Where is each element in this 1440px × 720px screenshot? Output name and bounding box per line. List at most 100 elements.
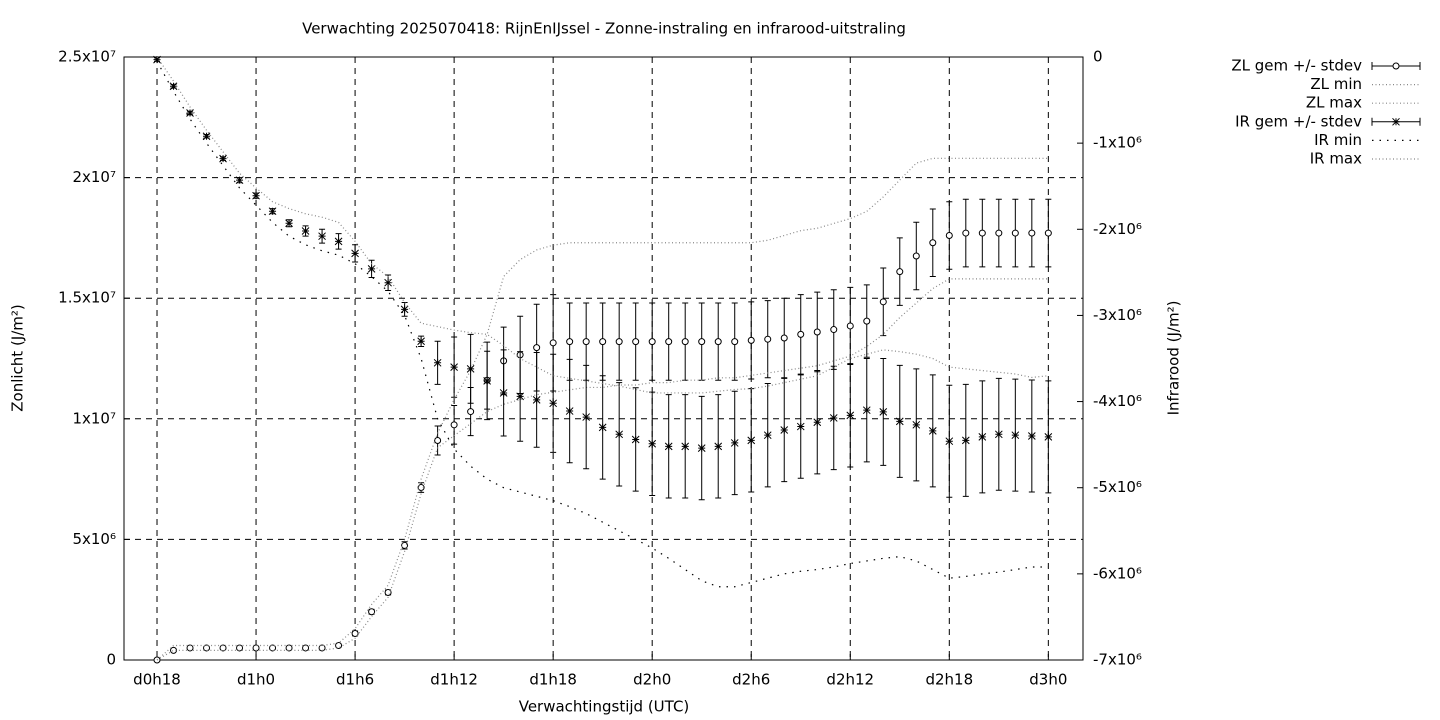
point <box>582 338 590 346</box>
point <box>813 328 821 336</box>
point <box>895 417 904 426</box>
point <box>995 229 1003 237</box>
point <box>549 399 558 408</box>
range-line <box>156 56 1049 394</box>
y-tick-label: 1.5x10⁷ <box>58 289 116 307</box>
point <box>780 334 788 342</box>
point <box>450 363 458 371</box>
point <box>945 437 954 446</box>
legend-label: IR max <box>1310 150 1362 168</box>
point <box>450 421 458 429</box>
point <box>731 338 739 346</box>
x-tick-label: d2h12 <box>826 671 874 689</box>
y2-tick-label: -1x10⁶ <box>1093 134 1142 152</box>
point <box>698 338 706 346</box>
point <box>417 337 425 346</box>
y-axis-label: Zonlicht (J/m²) <box>9 304 27 412</box>
x-tick-label: d1h0 <box>237 671 275 689</box>
point <box>615 430 624 439</box>
range-line <box>156 278 1049 661</box>
point <box>400 305 409 314</box>
point <box>599 338 607 346</box>
point <box>665 338 673 346</box>
point <box>1011 229 1019 237</box>
point <box>796 422 805 431</box>
point <box>384 278 392 287</box>
point <box>367 265 376 273</box>
point <box>268 207 277 216</box>
point <box>945 231 953 239</box>
y-tick-label: 0 <box>106 651 116 669</box>
y2-tick-label: -3x10⁶ <box>1093 306 1142 324</box>
point <box>1028 229 1036 237</box>
point <box>219 644 227 652</box>
point <box>235 176 244 185</box>
x-tick-label: d2h18 <box>925 671 973 689</box>
point <box>318 232 326 241</box>
y2-tick-label: -6x10⁶ <box>1093 564 1142 582</box>
point <box>714 442 723 451</box>
point <box>929 239 937 247</box>
point <box>483 377 491 385</box>
point <box>730 439 739 447</box>
point <box>434 437 442 445</box>
point <box>632 338 640 346</box>
y2-tick-label: 0 <box>1093 48 1103 66</box>
point <box>318 644 326 652</box>
y2-tick-label: -4x10⁶ <box>1093 392 1142 410</box>
point <box>830 326 838 334</box>
point <box>714 338 722 346</box>
point <box>582 413 591 421</box>
point <box>516 392 524 401</box>
x-axis-label: Verwachtingstijd (UTC) <box>519 698 690 716</box>
point <box>631 435 640 444</box>
point <box>433 358 442 367</box>
point <box>1392 62 1400 70</box>
point <box>466 364 475 373</box>
point <box>615 338 623 346</box>
point <box>533 344 541 352</box>
point <box>1044 229 1052 237</box>
range-line <box>156 61 1049 588</box>
x-tick-label: d1h12 <box>430 671 478 689</box>
point <box>747 336 755 344</box>
y2-tick-label: -5x10⁶ <box>1093 478 1142 496</box>
point <box>351 249 359 258</box>
point <box>565 407 574 415</box>
y2-axis-label: Infrarood (J/m²) <box>1165 301 1183 416</box>
point <box>961 436 970 445</box>
y-tick-label: 5x10⁶ <box>72 530 116 548</box>
point <box>978 229 986 237</box>
plot-frame <box>123 56 1084 661</box>
point <box>681 338 689 346</box>
point <box>499 389 508 397</box>
legend-label: IR gem +/- stdev <box>1235 112 1362 130</box>
legend-label: ZL gem +/- stdev <box>1231 57 1362 75</box>
point <box>879 408 888 416</box>
point <box>912 252 920 260</box>
point <box>763 431 772 440</box>
point <box>301 227 310 235</box>
legend-label: ZL max <box>1306 94 1362 112</box>
point <box>978 433 987 441</box>
y-tick-label: 2x10⁷ <box>72 168 116 186</box>
point <box>846 411 855 420</box>
range-line <box>156 157 1049 661</box>
point <box>912 420 921 429</box>
point <box>962 229 970 237</box>
x-tick-label: d1h18 <box>529 671 577 689</box>
point <box>598 423 607 432</box>
point <box>532 395 541 404</box>
x-tick-label: d2h0 <box>633 671 671 689</box>
point <box>780 426 789 434</box>
point <box>862 406 871 415</box>
point <box>170 646 178 654</box>
x-tick-label: d3h0 <box>1029 671 1067 689</box>
point <box>863 317 871 325</box>
legend-sample <box>1371 117 1421 126</box>
point <box>797 330 805 338</box>
legend-sample <box>1371 62 1421 70</box>
point <box>549 339 557 347</box>
